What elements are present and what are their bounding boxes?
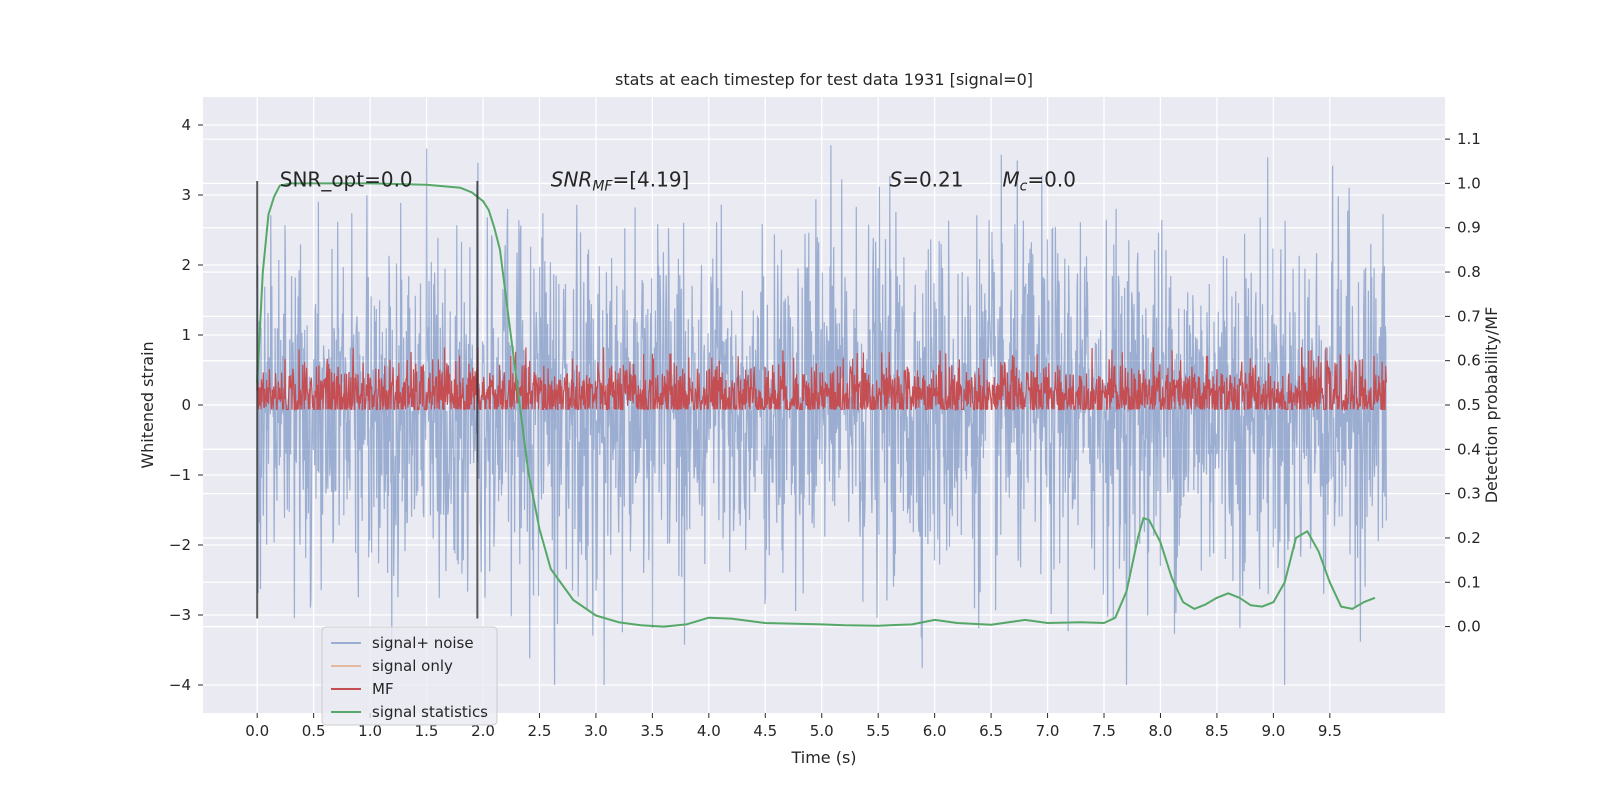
x-tick-label: 9.0 <box>1261 722 1285 740</box>
x-tick-label: 3.5 <box>640 722 664 740</box>
y2-tick-label: 1.0 <box>1457 174 1481 192</box>
x-tick-label: 5.0 <box>810 722 834 740</box>
x-tick-label: 1.0 <box>358 722 382 740</box>
x-tick-label: 2.5 <box>528 722 552 740</box>
x-tick-label: 0.0 <box>245 722 269 740</box>
y2-tick-label: 0.1 <box>1457 573 1481 591</box>
y-tick-label: 0 <box>181 396 191 414</box>
y2-tick-label: 0.0 <box>1457 618 1481 636</box>
x-tick-label: 5.5 <box>866 722 890 740</box>
x-tick-label: 3.0 <box>584 722 608 740</box>
y2-tick-label: 0.8 <box>1457 263 1481 281</box>
chart-title: stats at each timestep for test data 193… <box>615 70 1033 89</box>
y2-tick-label: 1.1 <box>1457 130 1481 148</box>
x-tick-label: 8.0 <box>1149 722 1173 740</box>
y-axis-label: Whitened strain <box>138 341 157 468</box>
annotation-subscript: c <box>1020 179 1028 195</box>
annotation-text: Mc=0.0 <box>1002 168 1076 195</box>
annotation-symbol: SNR <box>551 168 593 192</box>
y2-tick-label: 0.7 <box>1457 307 1481 325</box>
series-mf-line <box>256 347 1387 412</box>
y2-tick-label: 0.2 <box>1457 529 1481 547</box>
legend-label: signal+ noise <box>372 634 474 652</box>
y-tick-label: −3 <box>169 606 191 624</box>
annotation-text: S=0.21 <box>889 168 963 192</box>
annotation-value: =[4.19] <box>612 168 689 192</box>
y2-tick-label: 0.5 <box>1457 396 1481 414</box>
x-tick-label: 2.0 <box>471 722 495 740</box>
y-tick-label: 3 <box>181 186 191 204</box>
x-tick-label: 9.5 <box>1318 722 1342 740</box>
y2-tick-label: 0.9 <box>1457 219 1481 237</box>
x-tick-label: 8.5 <box>1205 722 1229 740</box>
x-tick-label: 6.5 <box>979 722 1003 740</box>
y2-tick-label: 0.4 <box>1457 440 1481 458</box>
y2-tick-label: 0.6 <box>1457 352 1481 370</box>
x-tick-label: 4.0 <box>697 722 721 740</box>
x-tick-label: 7.5 <box>1092 722 1116 740</box>
annotation-value: =0.0 <box>1027 168 1076 192</box>
y2-axis-label: Detection probability/MF <box>1482 307 1501 504</box>
legend-box <box>321 626 498 726</box>
y-tick-label: 1 <box>181 326 191 344</box>
legend: signal+ noise signal only MF signal statist… <box>321 626 498 726</box>
y-tick-label: −2 <box>169 536 191 554</box>
x-tick-label: 7.0 <box>1036 722 1060 740</box>
legend-label: MF <box>372 680 394 698</box>
x-axis-label: Time (s) <box>790 748 856 767</box>
annotation-value: =0.21 <box>902 168 963 192</box>
series-signal-statistics-line <box>256 182 1376 628</box>
annotations: SNR_opt=0.0 SNRMF=[4.19] S=0.21 Mc=0.0 <box>280 168 1076 195</box>
annotation-text: SNRMF=[4.19] <box>551 168 690 195</box>
y2-tick-label: 0.3 <box>1457 485 1481 503</box>
series-signal-noise-line <box>256 145 1387 686</box>
y-tick-label: 4 <box>181 116 191 134</box>
x-tick-label: 6.0 <box>923 722 947 740</box>
annotation-symbol: M <box>1002 168 1019 192</box>
legend-label: signal statistics <box>372 703 488 721</box>
axes: 0.0 0.5 1.0 1.5 2.0 2.5 3.0 3.5 4.0 4.5 5.0 5.5 6.0 6… <box>169 116 1481 740</box>
y-tick-label: −4 <box>169 676 191 694</box>
x-tick-label: 1.5 <box>415 722 439 740</box>
x-tick-label: 4.5 <box>753 722 777 740</box>
annotation-symbol: S <box>889 168 902 192</box>
x-tick-label: 0.5 <box>302 722 326 740</box>
legend-label: signal only <box>372 657 453 675</box>
annotation-text: SNR_opt=0.0 <box>280 168 413 192</box>
series-layer <box>256 145 1387 686</box>
y-tick-label: 2 <box>181 256 191 274</box>
y-tick-label: −1 <box>169 466 191 484</box>
annotation-subscript: MF <box>592 179 613 195</box>
